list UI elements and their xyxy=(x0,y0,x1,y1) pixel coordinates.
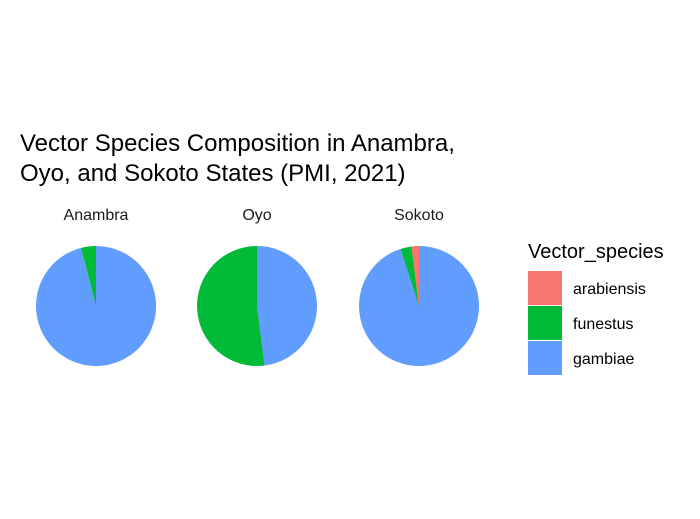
legend-label-gambiae: gambiae xyxy=(573,351,634,368)
pie-slice-anambra-gambiae xyxy=(36,246,157,366)
legend: Vector_species arabiensis funestus gambiae xyxy=(528,241,664,375)
facet-label-anambra: Anambra xyxy=(64,207,129,224)
pie-slice-sokoto-arabiensis xyxy=(411,246,419,306)
chart-title-line-1: Vector Species Composition in Anambra, xyxy=(20,130,455,157)
facet-anambra: Anambra xyxy=(36,207,157,366)
facet-label-sokoto: Sokoto xyxy=(394,207,444,224)
chart-title-line-2: Oyo, and Sokoto States (PMI, 2021) xyxy=(20,160,406,187)
facet-panels: Anambra Oyo Sokoto xyxy=(36,207,480,367)
legend-label-arabiensis: arabiensis xyxy=(573,281,646,298)
chart-title: Vector Species Composition in Anambra, O… xyxy=(20,130,455,187)
legend-label-funestus: funestus xyxy=(573,316,633,333)
pie-slice-oyo-gambiae xyxy=(257,246,318,366)
facet-oyo: Oyo xyxy=(197,207,318,366)
pie-slice-oyo-funestus xyxy=(197,246,265,366)
legend-title: Vector_species xyxy=(528,241,664,263)
pie-slice-sokoto-gambiae xyxy=(359,246,480,367)
pie-slice-anambra-funestus xyxy=(81,246,96,306)
legend-key-funestus xyxy=(528,306,562,340)
facet-sokoto: Sokoto xyxy=(359,207,480,367)
pie-slice-sokoto-funestus xyxy=(400,246,419,306)
facet-label-oyo: Oyo xyxy=(242,207,271,224)
legend-key-arabiensis xyxy=(528,271,562,305)
legend-key-gambiae xyxy=(528,341,562,375)
